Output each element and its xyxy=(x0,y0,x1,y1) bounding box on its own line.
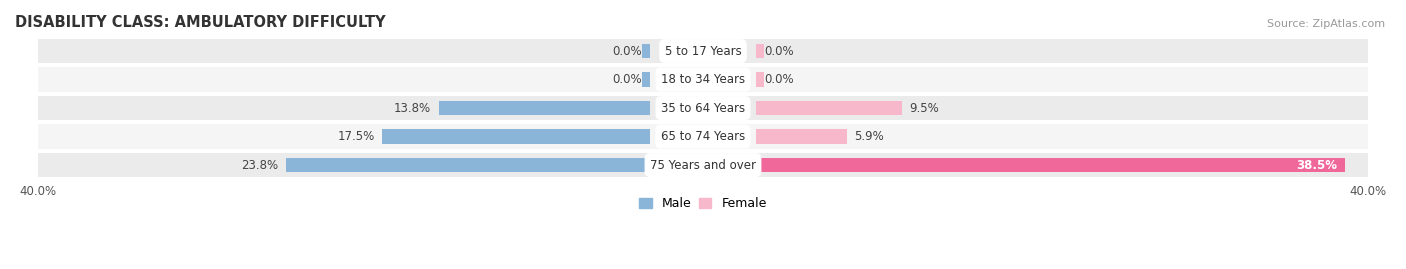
Legend: Male, Female: Male, Female xyxy=(634,192,772,215)
Bar xyxy=(643,44,650,58)
Bar xyxy=(38,125,1368,149)
Text: DISABILITY CLASS: AMBULATORY DIFFICULTY: DISABILITY CLASS: AMBULATORY DIFFICULTY xyxy=(15,15,387,30)
Text: 13.8%: 13.8% xyxy=(394,101,432,115)
Bar xyxy=(756,72,763,87)
Bar xyxy=(382,129,650,144)
Text: 0.0%: 0.0% xyxy=(763,44,794,58)
Bar xyxy=(439,101,650,115)
Bar xyxy=(756,129,846,144)
Bar xyxy=(38,39,1368,63)
Text: 5.9%: 5.9% xyxy=(855,130,884,143)
Text: 0.0%: 0.0% xyxy=(612,73,643,86)
Text: 18 to 34 Years: 18 to 34 Years xyxy=(661,73,745,86)
Text: 5 to 17 Years: 5 to 17 Years xyxy=(665,44,741,58)
Text: 35 to 64 Years: 35 to 64 Years xyxy=(661,101,745,115)
Bar xyxy=(285,158,650,172)
Text: 17.5%: 17.5% xyxy=(337,130,374,143)
Text: 75 Years and over: 75 Years and over xyxy=(650,158,756,172)
Text: 0.0%: 0.0% xyxy=(763,73,794,86)
Bar xyxy=(38,153,1368,177)
Bar xyxy=(38,96,1368,120)
Text: 9.5%: 9.5% xyxy=(910,101,939,115)
Text: Source: ZipAtlas.com: Source: ZipAtlas.com xyxy=(1267,19,1385,29)
Bar xyxy=(756,44,763,58)
Bar xyxy=(756,158,1344,172)
Bar xyxy=(38,68,1368,92)
Bar xyxy=(756,101,901,115)
Text: 38.5%: 38.5% xyxy=(1296,158,1337,172)
Text: 23.8%: 23.8% xyxy=(240,158,278,172)
Bar xyxy=(643,72,650,87)
Text: 0.0%: 0.0% xyxy=(612,44,643,58)
Text: 65 to 74 Years: 65 to 74 Years xyxy=(661,130,745,143)
